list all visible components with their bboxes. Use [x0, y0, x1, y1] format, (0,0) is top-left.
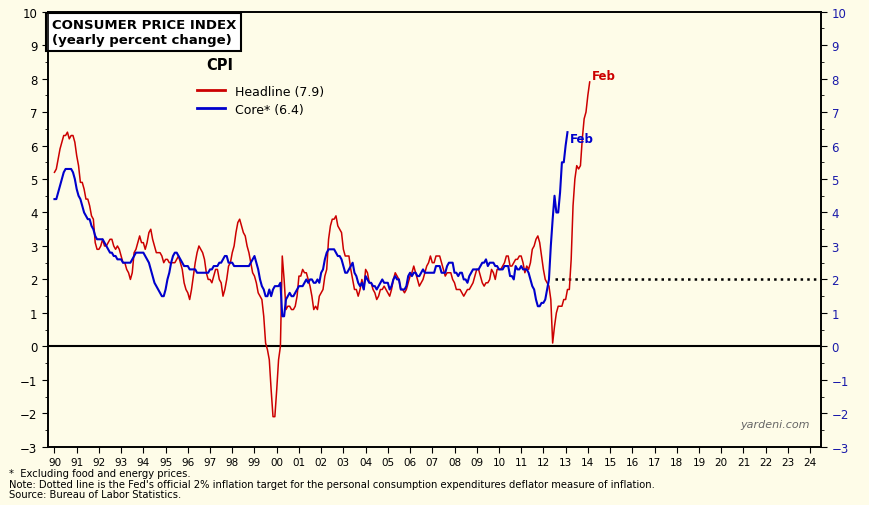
- Text: Feb: Feb: [592, 70, 616, 82]
- Text: *  Excluding food and energy prices.: * Excluding food and energy prices.: [9, 468, 190, 478]
- Legend: Headline (7.9), Core* (6.4): Headline (7.9), Core* (6.4): [197, 86, 324, 117]
- Text: Source: Bureau of Labor Statistics.: Source: Bureau of Labor Statistics.: [9, 489, 181, 499]
- Text: CONSUMER PRICE INDEX
(yearly percent change): CONSUMER PRICE INDEX (yearly percent cha…: [51, 19, 236, 47]
- Text: CPI: CPI: [206, 58, 234, 73]
- Text: Feb: Feb: [570, 133, 594, 146]
- Text: yardeni.com: yardeni.com: [740, 420, 810, 430]
- Text: Note: Dotted line is the Fed's official 2% inflation target for the personal con: Note: Dotted line is the Fed's official …: [9, 479, 654, 489]
